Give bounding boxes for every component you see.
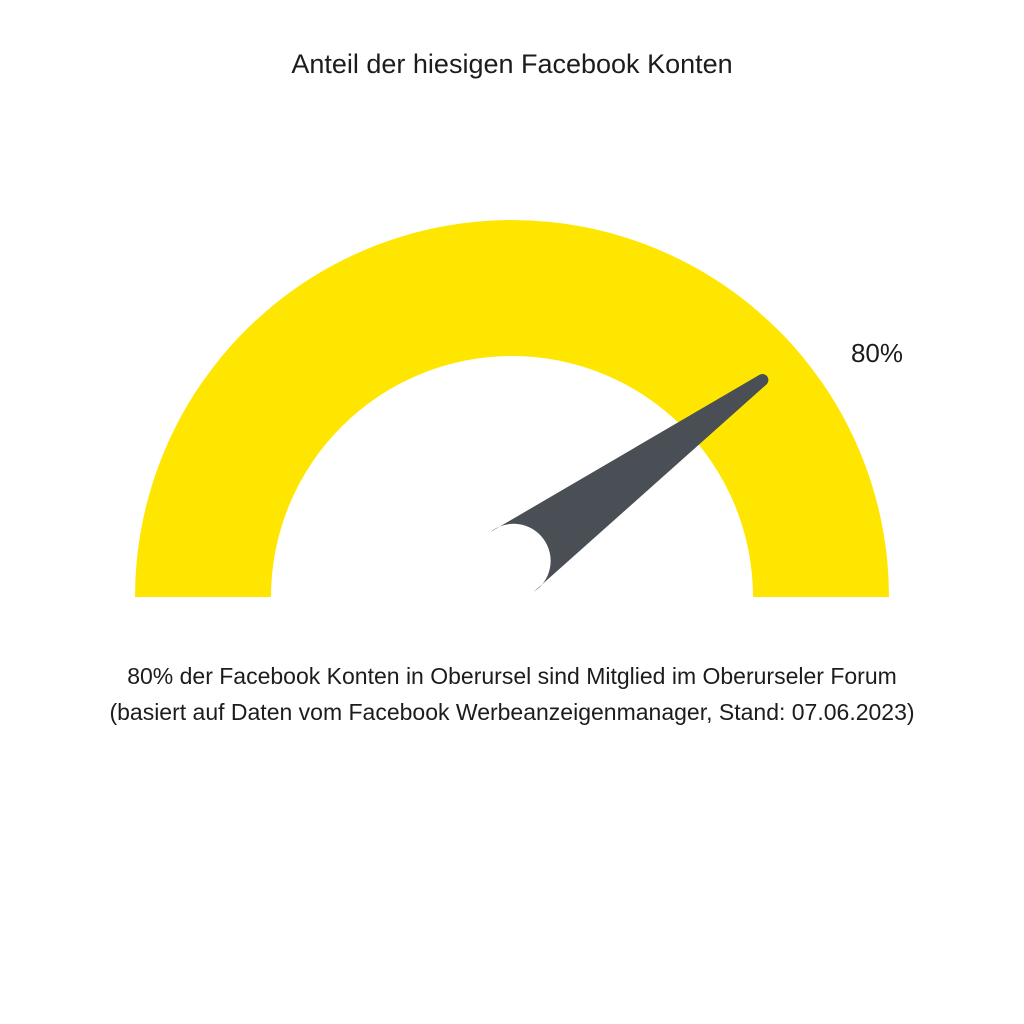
gauge-needle [490, 374, 769, 592]
gauge-value-label: 80% [851, 338, 903, 368]
chart-title: Anteil der hiesigen Facebook Konten [291, 49, 733, 79]
caption-line-1: 80% der Facebook Konten in Oberursel sin… [127, 663, 897, 689]
caption-line-2: (basiert auf Daten vom Facebook Werbeanz… [109, 699, 915, 725]
gauge-arc [135, 220, 889, 597]
